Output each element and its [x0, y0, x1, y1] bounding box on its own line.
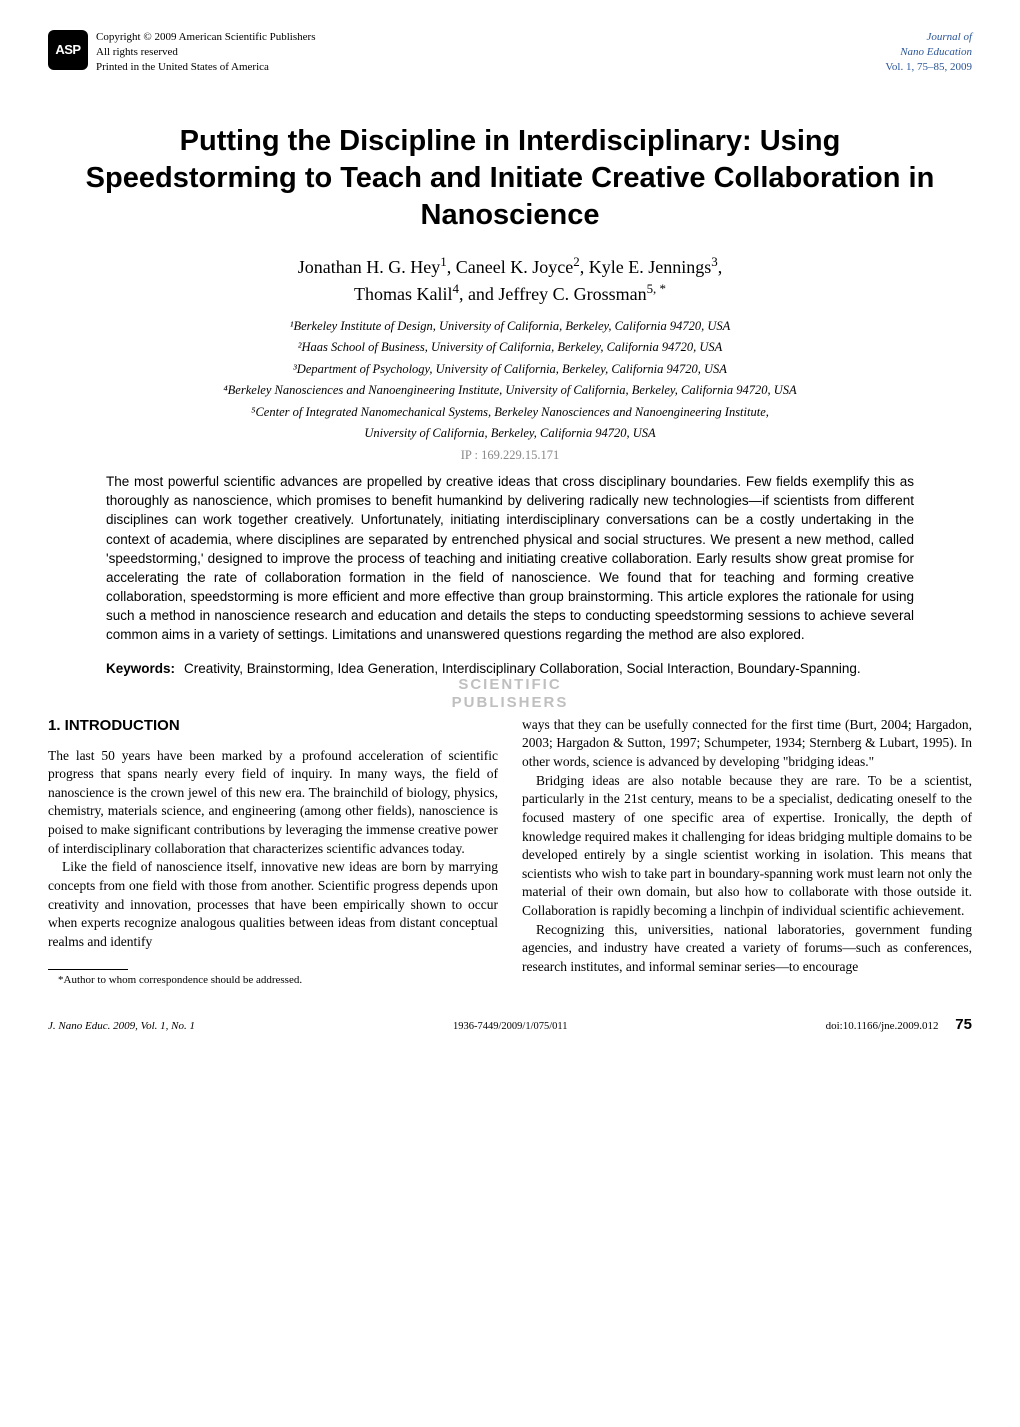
- publisher-logo: ASP: [48, 30, 88, 70]
- page-footer: J. Nano Educ. 2009, Vol. 1, No. 1 1936-7…: [48, 1015, 972, 1036]
- affiliation: University of California, Berkeley, Cali…: [48, 425, 972, 443]
- body-paragraph: Like the field of nanoscience itself, in…: [48, 858, 498, 951]
- footnote-rule: [48, 969, 128, 970]
- keywords-label: Keywords:: [106, 661, 175, 676]
- footer-citation: J. Nano Educ. 2009, Vol. 1, No. 1: [48, 1019, 195, 1034]
- footer-issn: 1936-7449/2009/1/075/011: [453, 1020, 568, 1034]
- page-number: 75: [955, 1016, 972, 1033]
- ip-watermark: IP : 169.229.15.171: [48, 447, 972, 464]
- left-column: 1. INTRODUCTION The last 50 years have b…: [48, 716, 498, 989]
- body-paragraph: Recognizing this, universities, national…: [522, 921, 972, 977]
- volume-info: Vol. 1, 75–85, 2009: [885, 60, 972, 75]
- right-column: ways that they can be usefully connected…: [522, 716, 972, 989]
- header-right: Journal of Nano Education Vol. 1, 75–85,…: [885, 30, 972, 75]
- body-columns: 1. INTRODUCTION The last 50 years have b…: [48, 716, 972, 989]
- journal-name: Nano Education: [885, 45, 972, 60]
- header-left: ASP Copyright © 2009 American Scientific…: [48, 30, 315, 75]
- section-heading: 1. INTRODUCTION: [48, 716, 498, 737]
- watermark-line: PUBLISHERS: [48, 694, 972, 712]
- footer-doi: doi:10.1166/jne.2009.012: [826, 1020, 939, 1032]
- body-paragraph: The last 50 years have been marked by a …: [48, 747, 498, 859]
- keywords-text: Creativity, Brainstorming, Idea Generati…: [106, 659, 914, 678]
- footer-doi-page: doi:10.1166/jne.2009.012 75: [826, 1015, 972, 1036]
- journal-name: Journal of: [885, 30, 972, 45]
- affiliation: ³Department of Psychology, University of…: [48, 361, 972, 379]
- copyright-line: All rights reserved: [96, 45, 315, 60]
- publisher-watermark: SCIENTIFIC PUBLISHERS: [48, 676, 972, 712]
- body-paragraph: Bridging ideas are also notable because …: [522, 772, 972, 921]
- abstract-text: The most powerful scientific advances ar…: [106, 472, 914, 644]
- copyright-block: Copyright © 2009 American Scientific Pub…: [96, 30, 315, 75]
- corresponding-author-footnote: *Author to whom correspondence should be…: [48, 973, 498, 988]
- affiliation: ⁴Berkeley Nanosciences and Nanoengineeri…: [48, 382, 972, 400]
- watermark-line: SCIENTIFIC: [48, 676, 972, 694]
- copyright-line: Copyright © 2009 American Scientific Pub…: [96, 30, 315, 45]
- affiliation: ¹Berkeley Institute of Design, Universit…: [48, 318, 972, 336]
- affiliation: ²Haas School of Business, University of …: [48, 339, 972, 357]
- affiliation: ⁵Center of Integrated Nanomechanical Sys…: [48, 404, 972, 422]
- keywords-block: Keywords: Creativity, Brainstorming, Ide…: [106, 659, 914, 678]
- page-header: ASP Copyright © 2009 American Scientific…: [48, 30, 972, 75]
- authors-line: Jonathan H. G. Hey1, Caneel K. Joyce2, K…: [48, 254, 972, 308]
- body-paragraph: ways that they can be usefully connected…: [522, 716, 972, 772]
- article-title: Putting the Discipline in Interdisciplin…: [48, 123, 972, 234]
- copyright-line: Printed in the United States of America: [96, 60, 315, 75]
